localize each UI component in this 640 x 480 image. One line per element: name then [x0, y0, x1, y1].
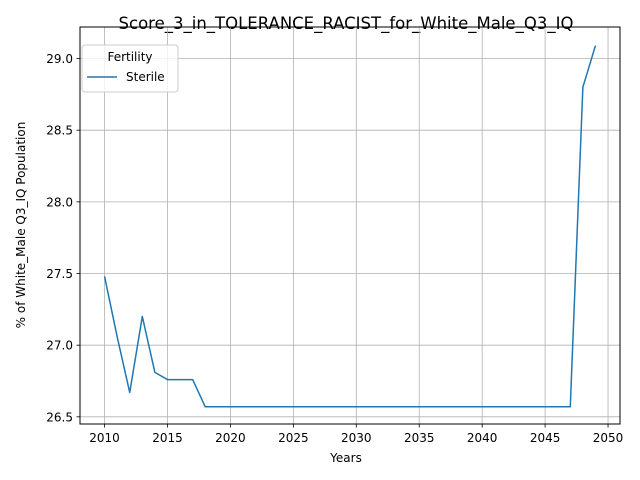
y-tick-label: 26.5 [46, 410, 73, 424]
y-axis-ticks: 26.5 27.0 27.5 28.0 28.5 29.0 [46, 52, 80, 424]
chart-title: Score_3_in_TOLERANCE_RACIST_for_White_Ma… [119, 14, 574, 34]
y-axis-label: % of White_Male Q3_IQ Population [14, 122, 28, 329]
y-tick-label: 28.5 [46, 124, 73, 138]
legend-title: Fertility [107, 50, 152, 64]
x-tick-label: 2045 [530, 431, 561, 445]
x-tick-label: 2020 [215, 431, 246, 445]
legend-label-sterile: Sterile [126, 70, 165, 84]
series-layer [103, 45, 597, 408]
x-tick-label: 2015 [152, 431, 183, 445]
x-tick-label: 2050 [593, 431, 624, 445]
x-tick-label: 2035 [404, 431, 435, 445]
legend-box [81, 44, 179, 93]
y-tick-label: 28.0 [46, 195, 73, 209]
x-tick-label: 2025 [278, 431, 309, 445]
x-axis-ticks: 2010 2015 2020 2025 2030 2035 2040 2045 2050 [89, 424, 623, 445]
x-axis-label: Years [329, 451, 362, 465]
series-line-sterile [103, 45, 597, 408]
y-tick-label: 27.0 [46, 339, 73, 353]
y-tick-label: 27.5 [46, 267, 73, 281]
y-tick-label: 29.0 [46, 52, 73, 66]
plot-frame [79, 26, 621, 425]
grid [80, 27, 620, 424]
x-tick-label: 2040 [467, 431, 498, 445]
legend: Fertility Sterile [81, 44, 179, 93]
x-tick-label: 2010 [89, 431, 120, 445]
x-tick-label: 2030 [341, 431, 372, 445]
